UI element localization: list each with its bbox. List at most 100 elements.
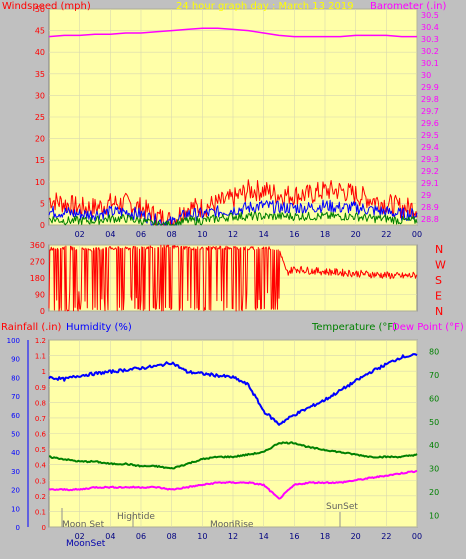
hightide-label: Hightide bbox=[117, 512, 155, 522]
rainfall-tick-label: 0.4 bbox=[35, 462, 47, 470]
hour-tick-label: 12 bbox=[228, 230, 238, 239]
wind-direction-series bbox=[48, 244, 418, 312]
humidity-tick-label: 10 bbox=[11, 505, 20, 513]
compass-label: W bbox=[435, 259, 446, 272]
windspeed-tick-label: 30 bbox=[35, 91, 45, 100]
rainfall-tick-label: 1 bbox=[42, 368, 46, 376]
temperature-tick-label: 60 bbox=[429, 394, 439, 403]
barometer-tick-label: 28.9 bbox=[421, 203, 439, 212]
compass-label: N bbox=[435, 243, 443, 256]
dewpoint-axis-label: Dew Point (°F) bbox=[392, 322, 464, 333]
windspeed-axis-label: Windspeed (mph) bbox=[2, 1, 91, 12]
barometer-tick-label: 29.5 bbox=[421, 131, 439, 140]
hour-tick-label: 02 bbox=[75, 230, 85, 239]
temperature-tick-label: 80 bbox=[429, 348, 439, 357]
barometer-tick-label: 29 bbox=[421, 191, 431, 200]
rainfall-tick-label: 1.1 bbox=[35, 353, 46, 361]
barometer-tick-label: 29.9 bbox=[421, 83, 439, 92]
direction-tick-label: 0 bbox=[40, 307, 45, 316]
barometer-tick-label: 30.5 bbox=[421, 11, 439, 20]
humidity-tick-label: 30 bbox=[11, 468, 20, 476]
hour-tick-label: 22 bbox=[381, 532, 391, 541]
barometer-axis-label: Barometer (.in) bbox=[370, 1, 446, 12]
barometer-tick-label: 29.6 bbox=[421, 119, 439, 128]
windspeed-tick-label: 15 bbox=[35, 156, 45, 165]
barometer-tick-label: 29.3 bbox=[421, 155, 439, 164]
hour-tick-label: 14 bbox=[259, 230, 269, 239]
wind-low-line bbox=[48, 211, 418, 226]
humidity-tick-label: 20 bbox=[11, 487, 20, 495]
hour-tick-label: 06 bbox=[136, 532, 146, 541]
humidity-tick-label: 90 bbox=[11, 356, 20, 364]
hour-tick-label: 00 bbox=[412, 230, 422, 239]
hour-tick-label: 16 bbox=[289, 532, 299, 541]
hour-tick-label: 06 bbox=[136, 230, 146, 239]
wind-avg-line bbox=[48, 199, 418, 226]
direction-tick-label: 270 bbox=[30, 258, 45, 267]
hour-tick-label: 12 bbox=[228, 532, 238, 541]
hour-tick-label: 04 bbox=[105, 532, 115, 541]
rainfall-tick-label: 0.1 bbox=[35, 508, 46, 516]
windspeed-tick-label: 35 bbox=[35, 70, 45, 79]
humidity-tick-label: 0 bbox=[16, 524, 20, 532]
humidity-tick-label: 80 bbox=[11, 374, 20, 382]
wind-direction-line bbox=[48, 244, 418, 312]
hour-tick-label: 02 bbox=[75, 532, 85, 541]
humidity-temp-axes: 010203040506070809010000.10.20.30.40.50.… bbox=[7, 337, 440, 541]
temperature-tick-label: 20 bbox=[429, 488, 439, 497]
compass-label: N bbox=[435, 305, 443, 318]
wind-baro-axes: 0 5 10 15 20 25 30 35 40 45 50 28.8 28.9 29 29.1 29.2 29… bbox=[35, 5, 439, 239]
compass-label: E bbox=[435, 290, 442, 303]
compass-label: S bbox=[435, 274, 442, 287]
hour-tick-label: 08 bbox=[167, 532, 177, 541]
barometer-tick-label: 29.1 bbox=[421, 179, 439, 188]
astro-annotations: Moon Set Hightide MoonRise SunSet MoonSe… bbox=[61, 502, 358, 549]
barometer-tick-label: 30.4 bbox=[421, 23, 439, 32]
humidity-line bbox=[48, 353, 418, 426]
humidity-tick-label: 100 bbox=[7, 337, 20, 345]
temperature-tick-label: 40 bbox=[429, 441, 439, 450]
humidity-tick-label: 70 bbox=[11, 393, 20, 401]
moon-set-label: Moon Set bbox=[62, 520, 105, 530]
wind-baro-series bbox=[48, 27, 418, 226]
windspeed-tick-label: 40 bbox=[35, 48, 45, 57]
humidity-tick-label: 50 bbox=[11, 431, 20, 439]
barometer-tick-label: 30 bbox=[421, 71, 431, 80]
rainfall-tick-label: 0.6 bbox=[35, 431, 47, 439]
rainfall-tick-label: 0 bbox=[42, 524, 46, 532]
windspeed-tick-label: 45 bbox=[35, 27, 45, 36]
humidity-tick-label: 60 bbox=[11, 412, 20, 420]
hour-tick-label: 16 bbox=[289, 230, 299, 239]
humidity-temp-series bbox=[48, 353, 418, 500]
rainfall-tick-label: 0.7 bbox=[35, 415, 46, 423]
windspeed-tick-label: 10 bbox=[35, 178, 45, 187]
direction-tick-label: 90 bbox=[35, 291, 45, 300]
barometer-tick-label: 29.8 bbox=[421, 95, 439, 104]
direction-tick-label: 360 bbox=[30, 241, 45, 250]
moonset-bottom-label: MoonSet bbox=[66, 539, 106, 549]
humidity-tick-label: 40 bbox=[11, 449, 20, 457]
temperature-tick-label: 50 bbox=[429, 418, 439, 427]
wind-gust-line bbox=[48, 179, 418, 226]
barometer-tick-label: 29.4 bbox=[421, 143, 439, 152]
hour-tick-label: 10 bbox=[197, 230, 207, 239]
temperature-tick-label: 10 bbox=[429, 511, 439, 520]
barometer-tick-label: 29.2 bbox=[421, 167, 439, 176]
barometer-tick-label: 28.8 bbox=[421, 215, 439, 224]
chart-title: 24 hour graph day : March 13 2019 bbox=[176, 1, 354, 12]
hour-tick-label: 18 bbox=[320, 532, 330, 541]
barometer-tick-label: 29.7 bbox=[421, 107, 439, 116]
barometer-tick-label: 30.2 bbox=[421, 47, 439, 56]
hour-tick-label: 18 bbox=[320, 230, 330, 239]
temperature-line bbox=[48, 441, 418, 470]
hour-tick-label: 00 bbox=[412, 532, 422, 541]
windspeed-tick-label: 5 bbox=[40, 199, 45, 208]
temperature-tick-label: 70 bbox=[429, 371, 439, 380]
rainfall-tick-label: 0.8 bbox=[35, 399, 46, 407]
rainfall-tick-label: 0.2 bbox=[35, 493, 46, 501]
rainfall-tick-label: 0.5 bbox=[35, 446, 46, 454]
humidity-axis-label: Humidity (%) bbox=[66, 322, 132, 333]
